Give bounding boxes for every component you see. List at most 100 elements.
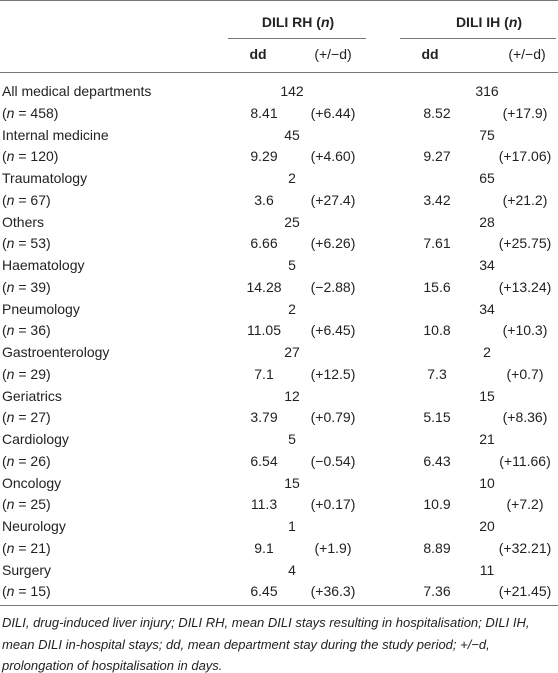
- subheader: (+/−d): [508, 46, 546, 62]
- rh-dd: 8.41: [250, 104, 278, 121]
- rh-prolongation: (+6.26): [310, 235, 356, 252]
- ih-prolongation: (+11.66): [499, 452, 551, 469]
- ih-dd: 3.42: [423, 191, 451, 208]
- ih-dd: 7.61: [423, 235, 451, 252]
- department-name: Cardiology: [2, 431, 69, 447]
- rh-count: 25: [284, 213, 300, 230]
- ih-prolongation: (+21.45): [498, 583, 552, 600]
- ih-count: 34: [479, 300, 495, 317]
- ih-count: 15: [479, 387, 495, 404]
- ih-dd: 5.15: [423, 409, 451, 426]
- ih-prolongation: (+8.36): [502, 409, 548, 426]
- ih-dd: 6.43: [423, 452, 451, 469]
- group-header: DILI IH (n): [455, 14, 523, 30]
- ih-prolongation: (+0.7): [506, 365, 544, 382]
- rh-prolongation: (+27.4): [310, 191, 356, 208]
- department-size: (n = 458): [2, 104, 59, 121]
- ih-dd: 15.6: [423, 278, 451, 295]
- ih-count: 34: [479, 257, 495, 273]
- rh-dd: 9.1: [254, 539, 274, 556]
- rh-dd: 6.54: [250, 452, 278, 469]
- rh-dd: 7.1: [254, 365, 274, 382]
- rh-prolongation: (+0.17): [310, 496, 356, 513]
- ih-count: 75: [479, 126, 495, 143]
- department-name: Internal medicine: [2, 126, 109, 143]
- ih-prolongation: (+17.06): [498, 148, 552, 165]
- ih-prolongation: (+25.75): [498, 235, 552, 252]
- rh-dd: 11.3: [250, 496, 278, 513]
- bottom-rule: [0, 605, 558, 606]
- ih-count: 21: [479, 431, 495, 447]
- group-rule: [400, 38, 556, 39]
- ih-dd: 7.3: [427, 365, 447, 382]
- ih-dd: 9.27: [423, 148, 451, 165]
- ih-prolongation: (+7.2): [506, 496, 544, 513]
- ih-prolongation: (+21.2): [502, 191, 548, 208]
- department-name: Oncology: [2, 474, 62, 491]
- group-rule: [228, 38, 366, 39]
- ih-dd: 8.52: [423, 104, 451, 121]
- rh-prolongation: (+36.3): [310, 583, 356, 600]
- department-size: (n = 120): [2, 148, 59, 165]
- ih-dd: 10.8: [423, 322, 451, 339]
- department-size: (n = 36): [2, 322, 51, 339]
- rh-count: 142: [280, 83, 304, 99]
- department-name: Others: [2, 213, 45, 230]
- department-size: (n = 25): [2, 496, 51, 513]
- department-size: (n = 26): [2, 452, 51, 469]
- department-name: All medical departments: [2, 83, 152, 99]
- rh-prolongation: (+4.60): [310, 148, 356, 165]
- ih-count: 10: [479, 474, 495, 491]
- rh-count: 15: [284, 474, 300, 491]
- department-name: Geriatrics: [2, 387, 62, 404]
- ih-count: 20: [479, 518, 495, 534]
- rh-dd: 14.28: [246, 278, 282, 295]
- subheader: (+/−d): [314, 46, 352, 62]
- ih-dd: 8.89: [423, 539, 451, 556]
- rh-dd: 6.66: [250, 235, 278, 252]
- department-size: (n = 21): [2, 539, 51, 556]
- rh-count: 5: [288, 431, 296, 447]
- department-name: Gastroenterology: [2, 344, 110, 360]
- footnote: DILI, drug-induced liver injury; DILI RH…: [2, 615, 530, 673]
- rh-dd: 3.6: [254, 191, 274, 208]
- rh-prolongation: (+6.45): [310, 322, 356, 339]
- ih-prolongation: (+17.9): [502, 104, 548, 121]
- rh-dd: 9.29: [250, 148, 278, 165]
- rh-dd: 11.05: [247, 322, 281, 339]
- ih-prolongation: (+32.21): [498, 539, 552, 556]
- rh-prolongation: (+0.79): [310, 409, 356, 426]
- department-name: Traumatology: [2, 170, 88, 186]
- department-name: Haematology: [2, 257, 85, 273]
- rh-dd: 6.45: [250, 583, 278, 600]
- rh-count: 12: [284, 387, 300, 404]
- ih-count: 11: [479, 561, 495, 578]
- ih-prolongation: (+10.3): [502, 322, 548, 339]
- ih-count: 65: [479, 170, 495, 186]
- top-rule: [0, 0, 558, 1]
- group-header: DILI RH (n): [261, 14, 335, 30]
- department-size: (n = 27): [2, 409, 51, 426]
- department-size: (n = 15): [2, 583, 51, 600]
- ih-prolongation: (+13.24): [498, 278, 552, 295]
- rh-prolongation: (−0.54): [310, 452, 356, 469]
- department-size: (n = 29): [2, 365, 51, 382]
- rh-count: 1: [288, 518, 296, 534]
- department-name: Surgery: [2, 561, 52, 578]
- ih-dd: 10.9: [423, 496, 451, 513]
- department-size: (n = 39): [2, 278, 51, 295]
- department-name: Pneumology: [2, 300, 80, 317]
- rh-count: 2: [288, 170, 296, 186]
- rh-prolongation: (−2.88): [310, 278, 356, 295]
- ih-dd: 7.36: [423, 583, 451, 600]
- rh-count: 2: [288, 300, 296, 317]
- department-size: (n = 53): [2, 235, 51, 252]
- subheader: dd: [421, 46, 439, 62]
- rh-dd: 3.79: [250, 409, 278, 426]
- rh-count: 45: [284, 126, 300, 143]
- rh-prolongation: (+1.9): [314, 539, 352, 556]
- rh-prolongation: (+6.44): [310, 104, 356, 121]
- department-name: Neurology: [2, 518, 66, 534]
- ih-count: 28: [479, 213, 495, 230]
